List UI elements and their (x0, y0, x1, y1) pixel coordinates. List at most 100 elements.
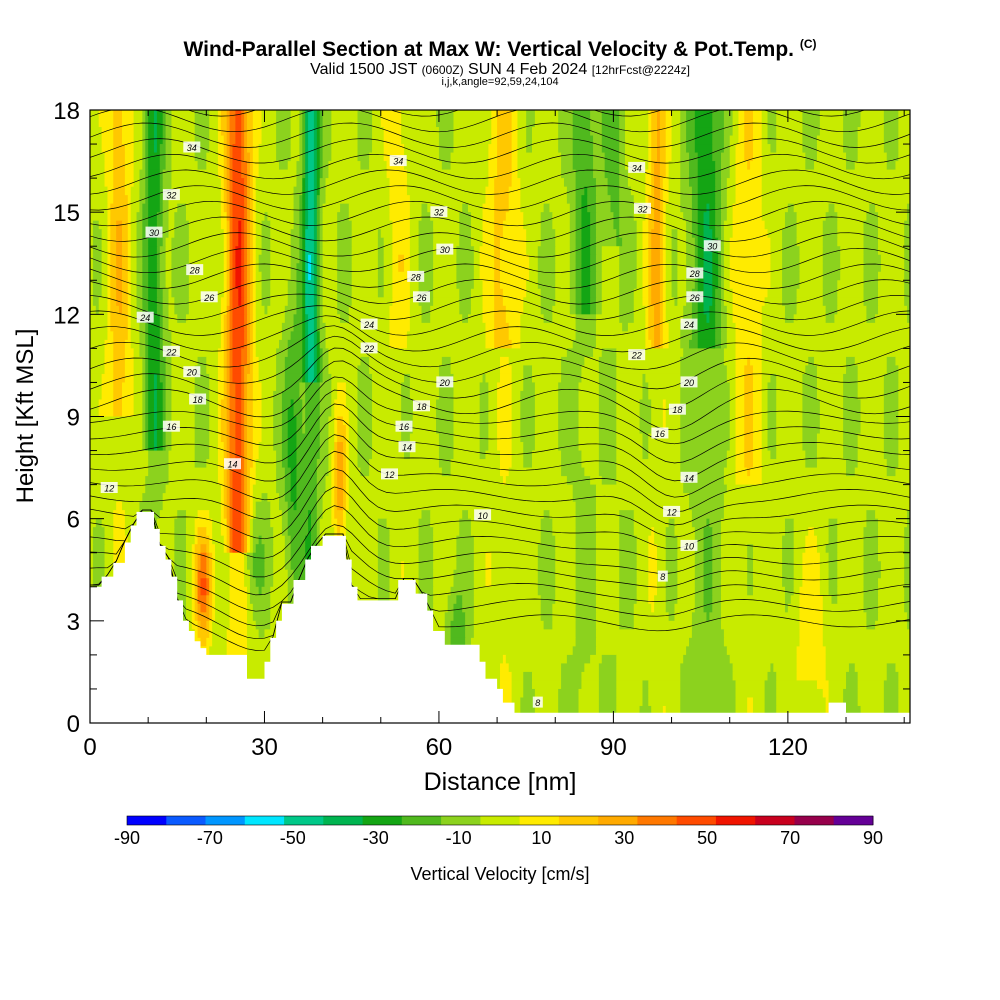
velocity-cell (331, 510, 335, 520)
velocity-cell (223, 161, 228, 171)
velocity-cell (619, 595, 638, 605)
velocity-cell (494, 288, 504, 298)
velocity-cell (473, 629, 577, 639)
velocity-cell (171, 271, 190, 281)
velocity-cell (165, 263, 173, 273)
velocity-cell (595, 246, 603, 256)
velocity-cell (197, 561, 202, 571)
velocity-cell (712, 152, 722, 162)
velocity-cell (313, 127, 318, 137)
velocity-cell (703, 271, 713, 281)
velocity-cell (697, 186, 716, 196)
velocity-cell (595, 578, 620, 588)
velocity-cell (598, 450, 617, 460)
velocity-cell (377, 288, 385, 298)
velocity-cell (194, 407, 210, 418)
velocity-cell (238, 288, 242, 298)
velocity-cell (436, 425, 455, 435)
velocity-cell (226, 382, 231, 392)
velocity-cell (377, 527, 391, 537)
velocity-cell (90, 186, 109, 196)
contour-label: 12 (384, 470, 394, 480)
velocity-cell (337, 229, 353, 239)
contour-label-bg (436, 243, 454, 255)
x-tick-label: 30 (251, 734, 278, 761)
velocity-cell (761, 186, 910, 196)
velocity-cell (633, 518, 670, 528)
velocity-cell (372, 390, 402, 401)
velocity-cell (430, 314, 463, 324)
velocity-cell (843, 399, 862, 409)
velocity-cell (674, 603, 696, 613)
velocity-cell (107, 314, 111, 324)
velocity-cell (438, 365, 452, 375)
velocity-cell (776, 416, 804, 426)
velocity-cell (328, 442, 335, 452)
velocity-cell (473, 569, 487, 579)
velocity-cell (712, 288, 716, 298)
velocity-cell (302, 339, 306, 349)
velocity-cell (843, 433, 859, 443)
velocity-cell (543, 510, 551, 520)
velocity-cell (229, 620, 248, 630)
velocity-cell (313, 144, 318, 154)
velocity-cell (287, 578, 295, 588)
velocity-cell (418, 254, 434, 264)
velocity-cell (247, 135, 254, 145)
velocity-cell (372, 416, 402, 426)
velocity-cell (337, 459, 344, 469)
velocity-cell (194, 127, 210, 137)
velocity-cell (680, 450, 728, 460)
velocity-cell (188, 271, 225, 281)
velocity-cell (619, 178, 629, 188)
colorbar-tick-label: 70 (780, 828, 800, 848)
velocity-cell (595, 331, 646, 341)
velocity-cell (726, 195, 737, 205)
velocity-cell (113, 118, 123, 128)
isentrope-line (90, 335, 910, 390)
velocity-cell (761, 203, 789, 213)
velocity-cell (377, 578, 391, 588)
velocity-cell (162, 169, 173, 179)
velocity-cell (284, 544, 292, 554)
velocity-cell (305, 288, 315, 298)
velocity-cell (665, 569, 678, 579)
velocity-cell (863, 288, 879, 298)
velocity-cell (331, 467, 335, 477)
velocity-cell (860, 407, 885, 418)
velocity-cell (555, 246, 571, 256)
velocity-cell (223, 263, 228, 273)
velocity-cell (226, 152, 231, 162)
velocity-cell (90, 110, 100, 120)
velocity-cell (511, 459, 524, 469)
velocity-cell (712, 127, 725, 137)
velocity-cell (726, 459, 737, 469)
velocity-cell (244, 510, 248, 520)
velocity-cell (654, 331, 661, 341)
velocity-cell (308, 339, 315, 349)
velocity-cell (90, 297, 94, 307)
contour-label: 24 (683, 320, 694, 330)
velocity-cell (252, 510, 257, 520)
velocity-cell (95, 518, 103, 528)
velocity-cell (657, 544, 667, 554)
velocity-cell (616, 390, 644, 401)
velocity-cell (232, 144, 242, 154)
velocity-cell (252, 305, 257, 315)
velocity-cell (863, 271, 879, 281)
velocity-cell (465, 612, 475, 622)
velocity-cell (247, 348, 251, 358)
velocity-cell (127, 237, 132, 247)
velocity-cell (345, 484, 350, 494)
velocity-cell (241, 135, 245, 145)
velocity-cell (90, 484, 146, 494)
velocity-cell (293, 407, 303, 418)
velocity-cell (540, 288, 556, 298)
velocity-cell (837, 586, 865, 596)
velocity-cell (247, 561, 254, 571)
velocity-cell (313, 135, 318, 145)
velocity-cell (302, 144, 306, 154)
velocity-cell (726, 314, 734, 324)
velocity-cell (473, 620, 545, 630)
velocity-cell (828, 203, 835, 213)
